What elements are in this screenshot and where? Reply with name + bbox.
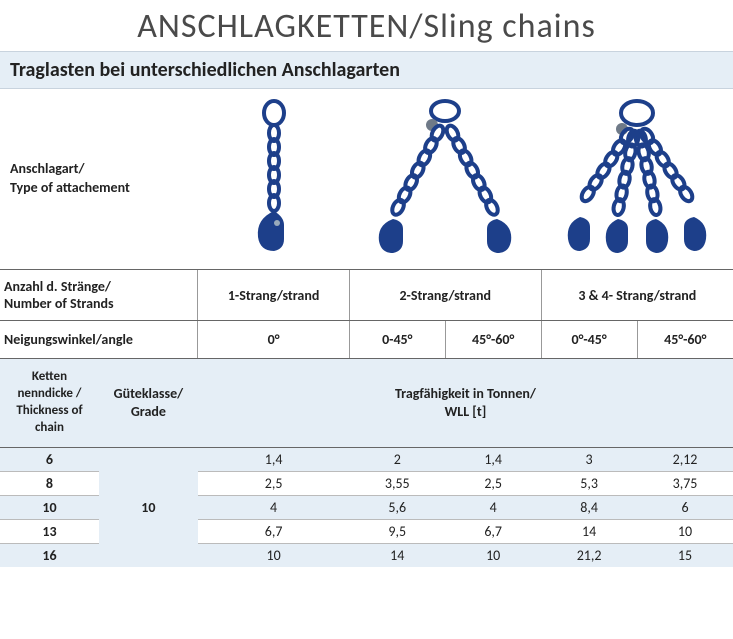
sling-table: Anschlagart/ Type of attachement — [0, 89, 733, 567]
strand-col-1: 1-Strang/strand — [198, 270, 349, 321]
row-strands: Anzahl d. Stränge/ Number of Strands 1-S… — [0, 270, 733, 321]
angle-3: 0°-45° — [541, 321, 637, 359]
cell-value: 2,5 — [445, 471, 541, 495]
label-grade: Güteklasse/ Grade — [99, 359, 198, 448]
cell-value: 9,5 — [349, 519, 445, 543]
cell-value: 4 — [198, 495, 349, 519]
cell-value: 3 — [541, 447, 637, 471]
chain-illus-1 — [198, 89, 349, 270]
cell-value: 6,7 — [445, 519, 541, 543]
cell-value: 1,4 — [198, 447, 349, 471]
table-row: 6101,421,432,12 — [0, 447, 733, 471]
strand-col-3: 3 & 4- Strang/strand — [541, 270, 733, 321]
row-header: Ketten nenndicke / Thickness of chain Gü… — [0, 359, 733, 448]
cell-value: 15 — [637, 543, 733, 567]
cell-value: 14 — [349, 543, 445, 567]
cell-value: 3,75 — [637, 471, 733, 495]
chain-illus-3 — [541, 89, 733, 270]
cell-value: 5,6 — [349, 495, 445, 519]
cell-value: 14 — [541, 519, 637, 543]
cell-thickness: 13 — [0, 519, 99, 543]
cell-value: 21,2 — [541, 543, 637, 567]
cell-value: 8,4 — [541, 495, 637, 519]
cell-value: 2 — [349, 447, 445, 471]
angle-1: 0-45° — [349, 321, 445, 359]
row-angle: Neigungswinkel/angle 0° 0-45° 45°-60° 0°… — [0, 321, 733, 359]
label-strands: Anzahl d. Stränge/ Number of Strands — [0, 270, 198, 321]
subtitle: Traglasten bei unterschiedlichen Anschla… — [0, 51, 733, 89]
cell-value: 6 — [637, 495, 733, 519]
angle-4: 45°-60° — [637, 321, 733, 359]
cell-value: 4 — [445, 495, 541, 519]
cell-value: 2,12 — [637, 447, 733, 471]
label-angle: Neigungswinkel/angle — [0, 321, 198, 359]
cell-thickness: 6 — [0, 447, 99, 471]
cell-value: 10 — [198, 543, 349, 567]
cell-grade: 10 — [99, 447, 198, 567]
cell-value: 10 — [445, 543, 541, 567]
label-attach: Anschlagart/ Type of attachement — [0, 89, 198, 270]
strand-col-2: 2-Strang/strand — [349, 270, 541, 321]
label-thickness: Ketten nenndicke / Thickness of chain — [0, 359, 99, 448]
cell-value: 3,55 — [349, 471, 445, 495]
label-wll: Tragfähigkeit in Tonnen/ WLL [t] — [198, 359, 733, 448]
chain-illus-2 — [349, 89, 541, 270]
row-attach: Anschlagart/ Type of attachement — [0, 89, 733, 270]
cell-value: 10 — [637, 519, 733, 543]
cell-thickness: 10 — [0, 495, 99, 519]
cell-value: 5,3 — [541, 471, 637, 495]
cell-thickness: 8 — [0, 471, 99, 495]
angle-0: 0° — [198, 321, 349, 359]
page-title: ANSCHLAGKETTEN/Sling chains — [0, 0, 733, 51]
cell-value: 6,7 — [198, 519, 349, 543]
cell-value: 1,4 — [445, 447, 541, 471]
cell-thickness: 16 — [0, 543, 99, 567]
angle-2: 45°-60° — [445, 321, 541, 359]
cell-value: 2,5 — [198, 471, 349, 495]
